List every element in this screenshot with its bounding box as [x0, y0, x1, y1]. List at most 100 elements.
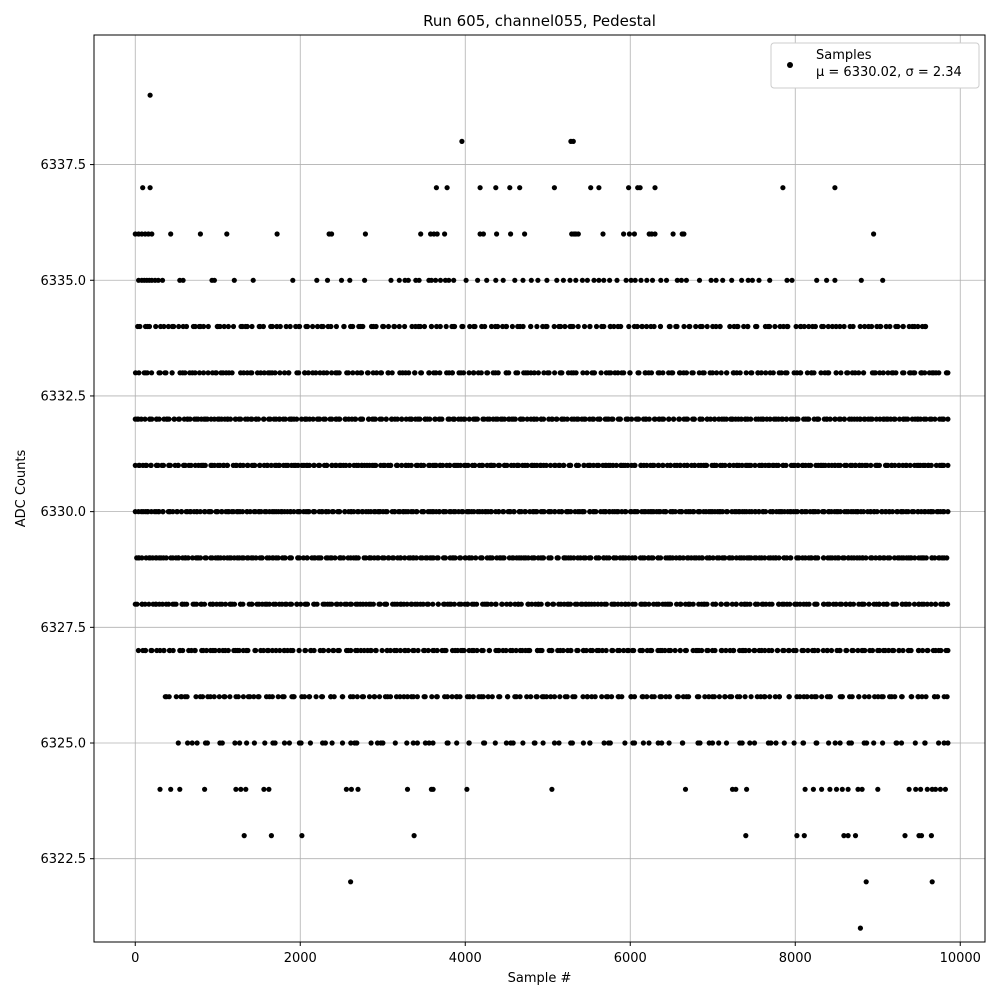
data-point: [248, 416, 254, 422]
data-point: [266, 601, 272, 607]
data-point: [652, 416, 658, 422]
data-point: [221, 323, 227, 330]
data-point: [396, 323, 402, 330]
data-point: [509, 323, 515, 330]
data-point: [651, 462, 657, 468]
data-point: [738, 416, 744, 422]
data-point: [613, 462, 620, 468]
data-point: [538, 601, 544, 607]
data-point: [377, 601, 383, 607]
data-point: [569, 740, 576, 746]
data-point: [752, 462, 758, 468]
data-point: [462, 416, 468, 422]
data-point: [820, 647, 826, 654]
data-point: [201, 323, 207, 330]
data-point: [197, 555, 204, 561]
data-point: [337, 509, 343, 515]
data-point: [554, 277, 560, 283]
data-point: [332, 555, 338, 561]
y-tick-label: 6322.5: [41, 852, 87, 867]
data-point: [706, 555, 712, 561]
data-point: [324, 277, 331, 283]
data-point: [432, 416, 438, 422]
data-point: [729, 694, 735, 700]
data-point: [573, 277, 579, 283]
data-point: [201, 370, 207, 376]
data-point: [611, 323, 617, 330]
data-point: [248, 601, 254, 607]
data-point: [161, 647, 167, 654]
data-point: [146, 323, 153, 330]
data-point: [863, 555, 869, 561]
data-point: [833, 601, 839, 607]
data-point: [405, 277, 411, 283]
data-point: [568, 462, 574, 468]
data-point: [786, 694, 792, 700]
data-point: [860, 509, 867, 515]
data-point: [924, 647, 930, 654]
data-point: [832, 416, 838, 422]
data-point: [421, 323, 428, 330]
data-point: [748, 694, 754, 700]
data-point: [852, 833, 859, 839]
data-point: [392, 740, 398, 746]
data-point: [282, 416, 288, 422]
data-point: [540, 555, 547, 561]
data-point: [836, 555, 842, 561]
data-point: [906, 786, 912, 792]
data-point: [570, 138, 576, 144]
data-point: [520, 740, 526, 746]
data-point: [941, 740, 947, 746]
data-point: [501, 416, 508, 422]
data-point: [722, 462, 728, 468]
data-point: [580, 740, 587, 746]
data-point: [765, 323, 771, 330]
data-point: [512, 277, 518, 283]
data-point: [311, 555, 317, 561]
data-point: [676, 416, 682, 422]
data-point: [632, 601, 638, 607]
data-point: [801, 833, 807, 839]
data-point: [717, 323, 723, 330]
data-point: [489, 555, 495, 561]
data-point: [307, 740, 313, 746]
data-point: [690, 370, 696, 376]
data-point: [598, 370, 604, 376]
data-point: [666, 740, 672, 746]
data-point: [340, 694, 346, 700]
data-point: [827, 416, 833, 422]
data-point: [810, 786, 817, 792]
data-point: [291, 509, 297, 515]
data-point: [618, 323, 624, 330]
data-point: [317, 416, 323, 422]
data-point: [607, 277, 613, 283]
data-point: [929, 370, 935, 376]
data-point: [153, 323, 159, 330]
data-point: [495, 370, 501, 376]
data-point: [413, 555, 419, 561]
data-point: [928, 833, 935, 839]
data-point: [868, 462, 874, 468]
data-point: [503, 647, 509, 654]
data-point: [815, 555, 821, 561]
data-point: [581, 509, 587, 515]
data-point: [781, 740, 787, 746]
data-point: [614, 277, 620, 283]
data-point: [159, 277, 166, 283]
data-point: [773, 740, 779, 746]
data-point: [477, 185, 483, 191]
data-point: [699, 416, 705, 422]
data-point: [451, 323, 457, 330]
data-point: [277, 647, 283, 654]
data-point: [763, 509, 769, 515]
data-point: [442, 231, 448, 237]
data-point: [511, 509, 517, 515]
data-point: [192, 370, 198, 376]
data-point: [932, 786, 939, 792]
data-point: [402, 647, 408, 654]
data-point: [806, 323, 812, 330]
data-point: [238, 416, 244, 422]
data-point: [855, 786, 861, 792]
data-point: [421, 462, 427, 468]
